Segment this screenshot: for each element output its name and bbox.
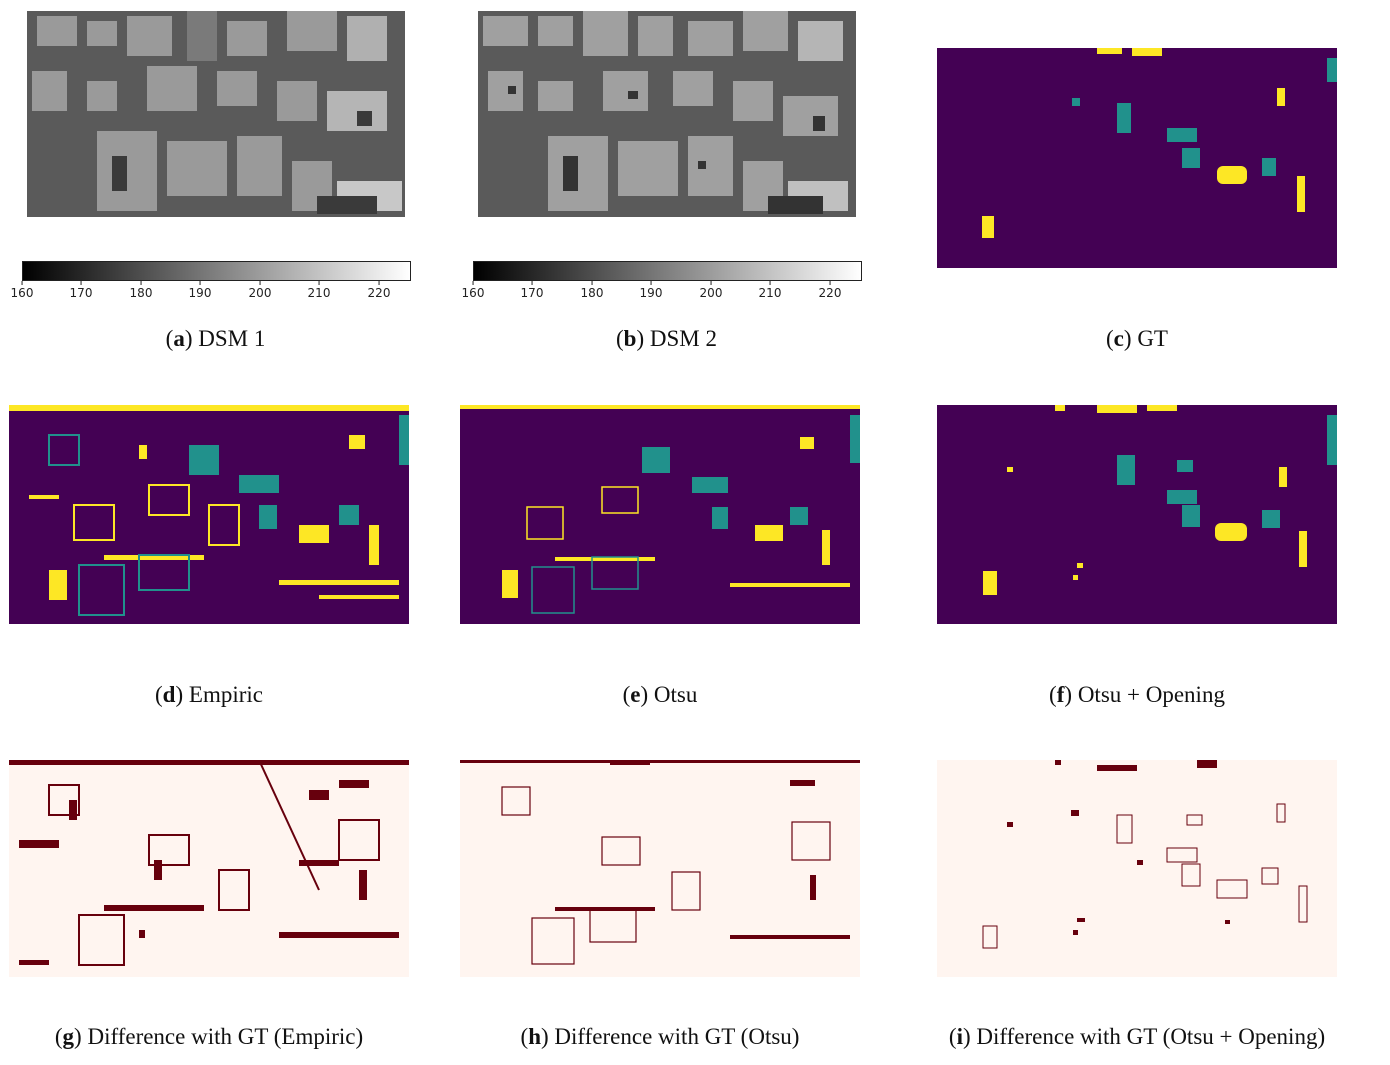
caption-i: (i) Difference with GT (Otsu + Opening) — [948, 1024, 1326, 1049]
caption-a: (a) DSM 1 — [165, 326, 266, 351]
diff-otsu-opening-image — [937, 760, 1337, 977]
caption-b: (b) DSM 2 — [616, 326, 717, 351]
otsu-opening-image — [937, 405, 1337, 624]
caption-e: (e) Otsu — [622, 682, 698, 707]
dsm1-colorbar — [22, 261, 411, 281]
caption-c: (c) GT — [1106, 326, 1168, 351]
colorbar-tick: 190 — [188, 281, 212, 300]
colorbar-tick: 160 — [461, 281, 485, 300]
dsm2-image — [478, 11, 856, 217]
dsm1-image — [27, 11, 405, 217]
caption-d: (d) Empiric — [155, 682, 263, 707]
diff-otsu-image — [460, 760, 860, 977]
colorbar-tick: 180 — [580, 281, 604, 300]
caption-h: (h) Difference with GT (Otsu) — [520, 1024, 800, 1049]
diff-empiric-image — [9, 760, 409, 977]
dsm2-colorbar — [473, 261, 862, 281]
colorbar-tick: 170 — [520, 281, 544, 300]
caption-f: (f) Otsu + Opening — [1049, 682, 1225, 707]
colorbar-tick: 210 — [307, 281, 331, 300]
colorbar-tick: 160 — [10, 281, 34, 300]
colorbar-tick: 200 — [248, 281, 272, 300]
colorbar-tick: 220 — [818, 281, 842, 300]
colorbar-tick: 170 — [69, 281, 93, 300]
colorbar-tick: 190 — [639, 281, 663, 300]
colorbar-tick: 180 — [129, 281, 153, 300]
gt-image — [937, 48, 1337, 268]
caption-g: (g) Difference with GT (Empiric) — [54, 1024, 364, 1049]
empiric-image — [9, 405, 409, 624]
colorbar-tick: 210 — [758, 281, 782, 300]
otsu-image — [460, 405, 860, 624]
colorbar-tick: 220 — [367, 281, 391, 300]
colorbar-tick: 200 — [699, 281, 723, 300]
